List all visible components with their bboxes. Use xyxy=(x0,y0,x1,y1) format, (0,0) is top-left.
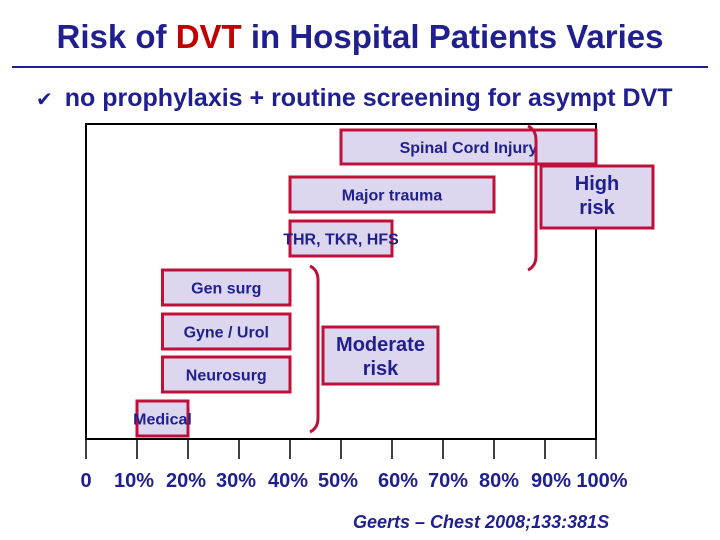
bar-neurosurg xyxy=(161,355,292,394)
high-risk-label-line: High xyxy=(575,173,619,195)
x-tick-label: 10% xyxy=(114,470,154,492)
bar-label-gen-surg: Gen surg xyxy=(191,281,261,298)
x-tick-label: 20% xyxy=(166,470,206,492)
x-tick-label: 40% xyxy=(268,470,308,492)
bar-label-gyne-urol: Gyne / Urol xyxy=(184,325,269,342)
x-tick-label: 30% xyxy=(216,470,256,492)
x-tick-label: 90% xyxy=(531,470,571,492)
bar-major-trauma xyxy=(288,175,496,214)
bar-medical xyxy=(135,399,190,438)
title-highlight: DVT xyxy=(175,18,242,55)
bar-spinal-cord-injury xyxy=(339,128,598,166)
x-tick-label: 100% xyxy=(576,470,627,492)
bar-gyne-urol xyxy=(161,312,292,351)
high-risk-label-box xyxy=(539,164,655,230)
x-tick-label: 0 xyxy=(80,470,91,492)
citation: Geerts – Chest 2008;133:381S xyxy=(353,512,610,532)
bar-label-major-trauma: Major trauma xyxy=(342,188,443,205)
high-risk-label-line: risk xyxy=(579,197,615,219)
moderate-risk-bracket xyxy=(309,264,320,434)
moderate-risk-label-box xyxy=(321,325,440,386)
bullet-point: ✔ no prophylaxis + routine screening for … xyxy=(36,84,673,113)
bar-label-spinal-cord-injury: Spinal Cord Injury xyxy=(400,140,538,157)
x-tick-label: 80% xyxy=(479,470,519,492)
high-risk-bracket xyxy=(527,124,538,272)
moderate-risk-label-line: Moderate xyxy=(336,334,425,356)
checkmark-bullet-icon: ✔ xyxy=(36,89,53,111)
title-underline xyxy=(12,66,708,68)
x-tick-label: 70% xyxy=(428,470,468,492)
x-tick-label: 50% xyxy=(318,470,358,492)
moderate-risk-label-line: risk xyxy=(363,358,399,380)
bar-thr-tkr-hfs xyxy=(288,219,394,258)
page-title: Risk of DVT in Hospital Patients Varies xyxy=(56,18,664,55)
bar-label-neurosurg: Neurosurg xyxy=(186,368,267,385)
bar-gen-surg xyxy=(161,268,292,307)
bullet-text: no prophylaxis + routine screening for a… xyxy=(64,84,673,112)
x-tick-label: 60% xyxy=(378,470,418,492)
bar-label-medical: Medical xyxy=(133,412,192,429)
bar-label-thr-tkr-hfs: THR, TKR, HFS xyxy=(283,232,399,249)
